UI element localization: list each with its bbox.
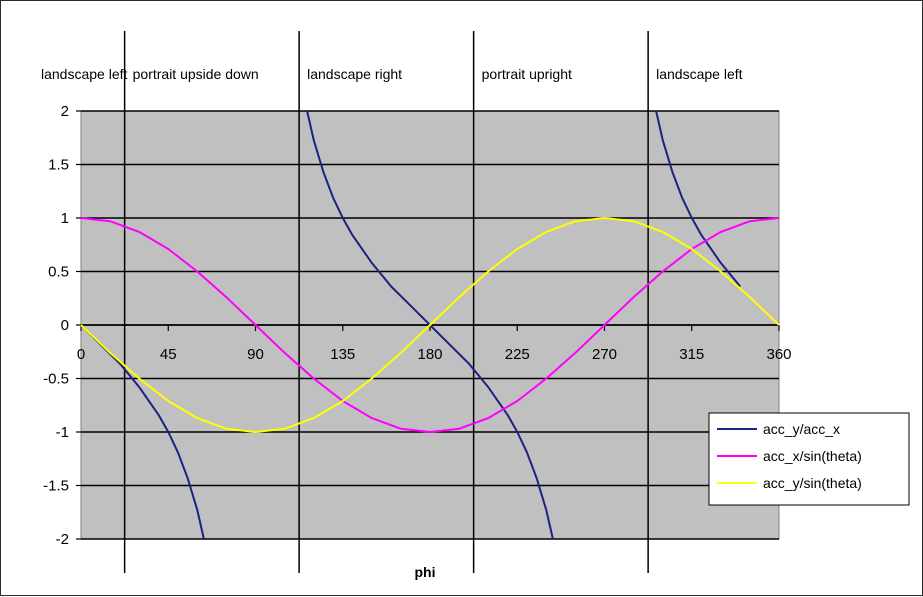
region-boundaries: [123, 31, 649, 573]
y-tick-label: 1.5: [48, 157, 69, 174]
x-tick-label: 180: [417, 346, 442, 363]
legend-label: acc_y/acc_x: [763, 421, 840, 437]
x-tick-label: 225: [505, 346, 530, 363]
series-line-acc_y/sin(theta): [80, 217, 780, 433]
x-tick-label: 0: [77, 346, 85, 363]
y-tick-label: -0.5: [43, 371, 69, 388]
x-tick-label: 270: [592, 346, 617, 363]
series-line-acc_x/sin(theta): [80, 217, 780, 433]
y-tick-label: 0: [61, 317, 69, 334]
legend-label: acc_x/sin(theta): [763, 448, 862, 464]
series-lines: [80, 110, 780, 540]
y-tick-labels: -2 -1.5 -1 -0.5 0 0.5 1 1.5 2: [43, 103, 69, 548]
y-tick-label: 2: [61, 103, 69, 120]
y-tick-label: 0.5: [48, 264, 69, 281]
x-axis-title: phi: [415, 564, 436, 580]
x-tick-label: 315: [679, 346, 704, 363]
y-tick-label: -2: [56, 531, 69, 548]
y-tick-label: 1: [61, 210, 69, 227]
region-label: portrait upright: [482, 66, 572, 82]
series-line-acc_y/acc_x: [655, 110, 741, 288]
legend-label: acc_y/sin(theta): [763, 475, 862, 491]
region-label: landscape left: [41, 66, 128, 82]
region-labels: landscape left portrait upside down landsc…: [41, 66, 743, 82]
x-tick-label: 90: [247, 346, 264, 363]
x-tick-label: 45: [160, 346, 177, 363]
legend: acc_y/acc_x acc_x/sin(theta) acc_y/sin(the…: [708, 412, 910, 506]
region-label: landscape right: [307, 66, 402, 82]
y-tick-label: -1.5: [43, 478, 69, 495]
y-tick-label: -1: [56, 424, 69, 441]
region-label: portrait upside down: [133, 66, 259, 82]
x-tick-labels: 0 45 90 135 180 225 270 315 360: [77, 346, 792, 363]
region-label: landscape left: [656, 66, 743, 82]
x-tick-label: 135: [330, 346, 355, 363]
x-tick-label: 360: [766, 346, 791, 363]
